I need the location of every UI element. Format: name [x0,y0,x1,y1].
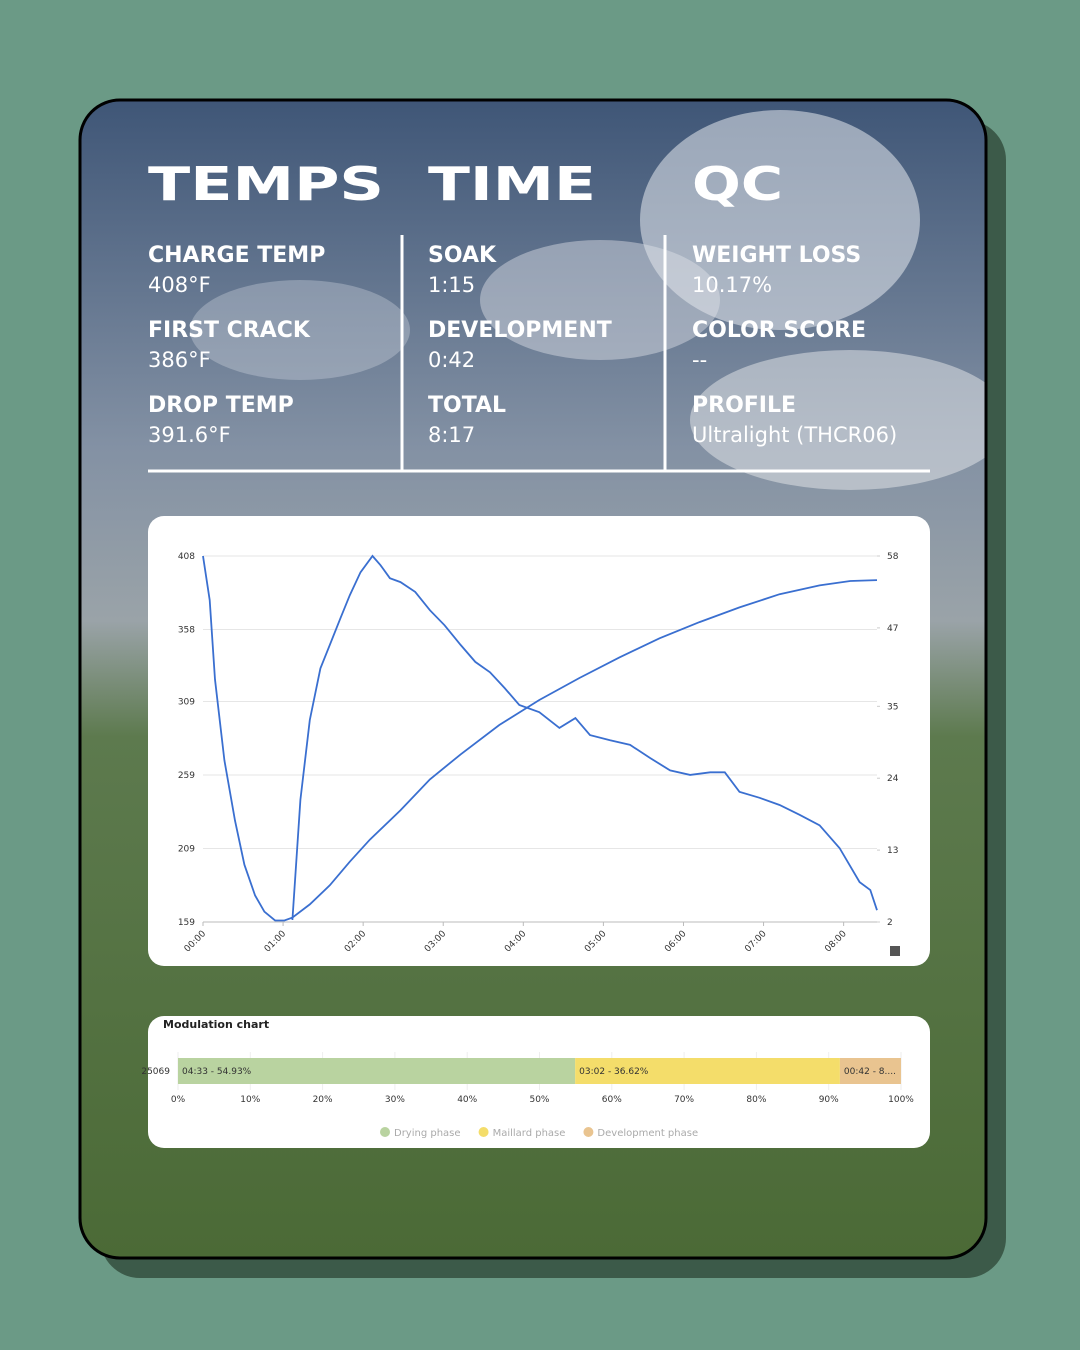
legend-label: Drying phase [394,1128,461,1139]
stat-value: 0:42 [428,348,475,372]
x-tick-label: 10% [240,1095,260,1105]
stat-value: 8:17 [428,423,475,447]
legend-swatch [478,1127,489,1137]
card-border [78,98,988,1260]
cloud [640,110,920,330]
x-tick-label: 40% [457,1095,477,1105]
legend-swatch [583,1127,594,1137]
stats: TEMPS CHARGE TEMP 408°F FIRST CRACK 386°F DRO… [148,157,897,447]
value-label: 03:02 - 36.62% [579,1067,649,1077]
stat-label: TOTAL [428,393,506,418]
legend-swatch [380,1127,390,1137]
stat-label: DEVELOPMENT [428,318,612,343]
legend-label: Maillard phase [493,1128,566,1139]
value-label: 00:42 - 8.... [844,1067,896,1077]
stat-value: 391.6°F [148,423,231,447]
bar-segment [178,1058,576,1084]
y-tick-label: 159 [178,918,195,928]
x-tick-label: 60% [602,1095,622,1105]
value-label: 04:33 - 54.93% [182,1067,252,1077]
stat-label: WEIGHT LOSS [692,243,861,268]
stat-label: FIRST CRACK [148,318,311,343]
y-tick-label: 209 [178,845,195,855]
category-label: 25069 [141,1067,170,1077]
stat-label: CHARGE TEMP [148,243,325,268]
series-line [202,555,878,922]
stat-label: COLOR SCORE [692,318,866,343]
stat-label: PROFILE [692,393,796,418]
y2-tick-label: 13 [887,846,898,856]
bar-segment [839,1058,901,1084]
x-tick-label: 0% [171,1095,186,1105]
stat-value: Ultralight (THCR06) [692,423,897,447]
stat-value: 408°F [148,273,211,297]
x-tick-label: 50% [529,1095,549,1105]
y-tick-label: 309 [178,698,195,708]
y2-tick-label: 24 [887,774,899,784]
stat-value: 386°F [148,348,211,372]
stat-value: 1:15 [428,273,475,297]
cloud [690,350,986,490]
column-heading: QC [692,157,783,211]
series-line [291,554,878,921]
column-heading: TIME [428,157,596,211]
x-tick-label: 20% [313,1095,333,1105]
y2-tick-label: 47 [887,624,898,634]
logo-icon [890,946,900,956]
bar-segment [575,1058,840,1084]
x-tick-label: 100% [888,1095,914,1105]
x-tick-label: 70% [674,1095,694,1105]
stat-value: 10.17% [692,273,772,297]
y2-tick-label: 35 [887,702,898,712]
y-tick-label: 408 [178,552,195,562]
y-tick-label: 358 [178,625,195,635]
x-tick-label: 80% [746,1095,766,1105]
chart-title: Modulation chart [163,1018,269,1031]
cloud [480,240,720,360]
legend-label: Development phase [597,1128,698,1139]
x-tick-label: 90% [819,1095,839,1105]
y2-tick-label: 2 [887,918,893,928]
y-tick-label: 259 [178,771,195,781]
stat-label: SOAK [428,243,497,268]
line-chart-card [148,516,930,966]
y2-tick-label: 58 [887,552,899,562]
x-tick-label: 30% [385,1095,405,1105]
stat-value: -- [692,348,707,372]
column-heading: TEMPS [148,157,384,211]
stat-label: DROP TEMP [148,393,294,418]
cloud [190,280,410,380]
